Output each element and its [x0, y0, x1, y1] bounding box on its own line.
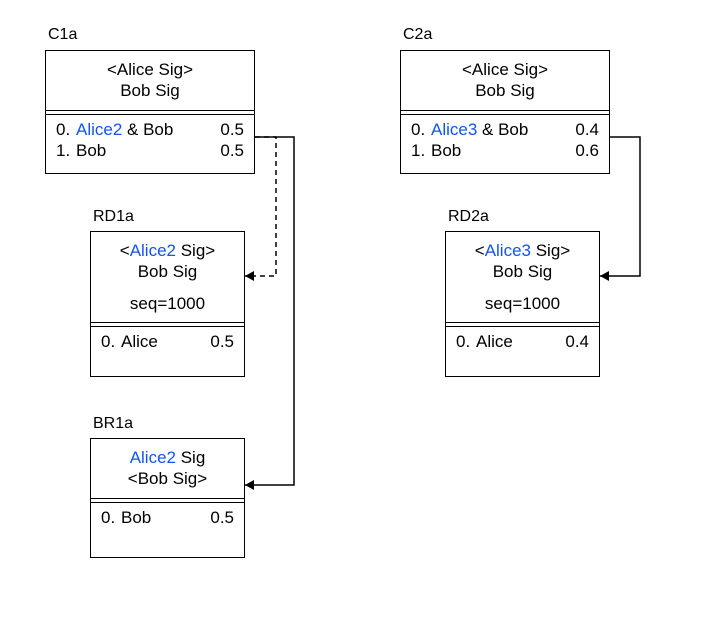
sig-block: Alice2 Sig <Bob Sig> — [91, 439, 244, 498]
output-row: 0. Alice3 & Bob 0.4 — [411, 119, 599, 140]
label-br1a: BR1a — [93, 415, 133, 433]
node-rd1a: <Alice2 Sig> Bob Sig seq=1000 0. Alice 0… — [90, 231, 245, 377]
label-c2a: C2a — [403, 26, 432, 44]
output-row: 0. Bob 0.5 — [101, 507, 234, 528]
node-c1a: <Alice Sig> Bob Sig 0. Alice2 & Bob 0.5 … — [45, 50, 255, 174]
label-rd1a: RD1a — [93, 208, 134, 226]
sig-line-1: <Alice Sig> — [50, 59, 250, 80]
node-rd2a: <Alice3 Sig> Bob Sig seq=1000 0. Alice 0… — [445, 231, 600, 377]
sig-line-1: <Alice Sig> — [405, 59, 605, 80]
sig-line-2: Bob Sig — [50, 80, 250, 101]
sig-line-2: Bob Sig — [95, 261, 240, 282]
sig-line-2: Bob Sig — [405, 80, 605, 101]
node-c2a: <Alice Sig> Bob Sig 0. Alice3 & Bob 0.4 … — [400, 50, 610, 174]
output-rows: 0. Alice2 & Bob 0.5 1. Bob 0.5 — [46, 115, 254, 168]
seq-line: seq=1000 — [95, 293, 240, 314]
sig-block: <Alice3 Sig> Bob Sig seq=1000 — [446, 232, 599, 322]
sig-line-1: <Alice3 Sig> — [450, 240, 595, 261]
node-br1a: Alice2 Sig <Bob Sig> 0. Bob 0.5 — [90, 438, 245, 558]
sig-block: <Alice Sig> Bob Sig — [401, 51, 609, 110]
sig-line-1: <Alice2 Sig> — [95, 240, 240, 261]
sig-line-1: Alice2 Sig — [95, 447, 240, 468]
output-rows: 0. Alice 0.5 — [91, 327, 244, 358]
sig-line-2: <Bob Sig> — [95, 468, 240, 489]
label-rd2a: RD2a — [448, 208, 489, 226]
output-row: 0. Alice 0.5 — [101, 331, 234, 352]
output-rows: 0. Alice3 & Bob 0.4 1. Bob 0.6 — [401, 115, 609, 168]
output-rows: 0. Bob 0.5 — [91, 503, 244, 534]
sig-block: <Alice Sig> Bob Sig — [46, 51, 254, 110]
sig-block: <Alice2 Sig> Bob Sig seq=1000 — [91, 232, 244, 322]
sig-line-2: Bob Sig — [450, 261, 595, 282]
label-c1a: C1a — [48, 26, 77, 44]
output-row: 1. Bob 0.6 — [411, 140, 599, 161]
output-rows: 0. Alice 0.4 — [446, 327, 599, 358]
output-row: 0. Alice 0.4 — [456, 331, 589, 352]
seq-line: seq=1000 — [450, 293, 595, 314]
output-row: 0. Alice2 & Bob 0.5 — [56, 119, 244, 140]
output-row: 1. Bob 0.5 — [56, 140, 244, 161]
